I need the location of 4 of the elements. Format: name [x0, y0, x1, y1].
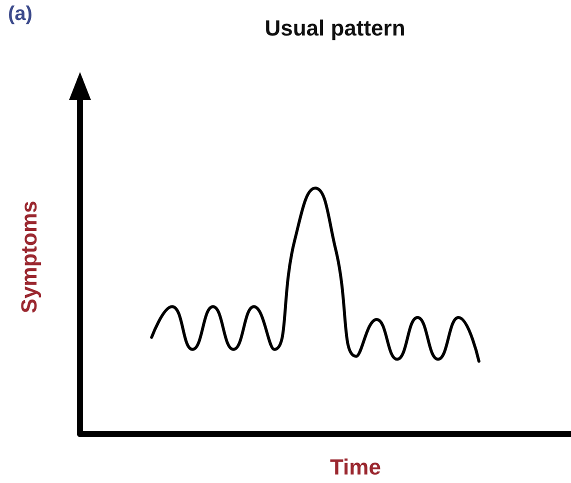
- chart-title: Usual pattern: [264, 16, 406, 40]
- text: (a): [8, 3, 32, 25]
- x-axis-title: Time: [330, 454, 381, 480]
- y-axis-title: Symptoms: [16, 200, 42, 314]
